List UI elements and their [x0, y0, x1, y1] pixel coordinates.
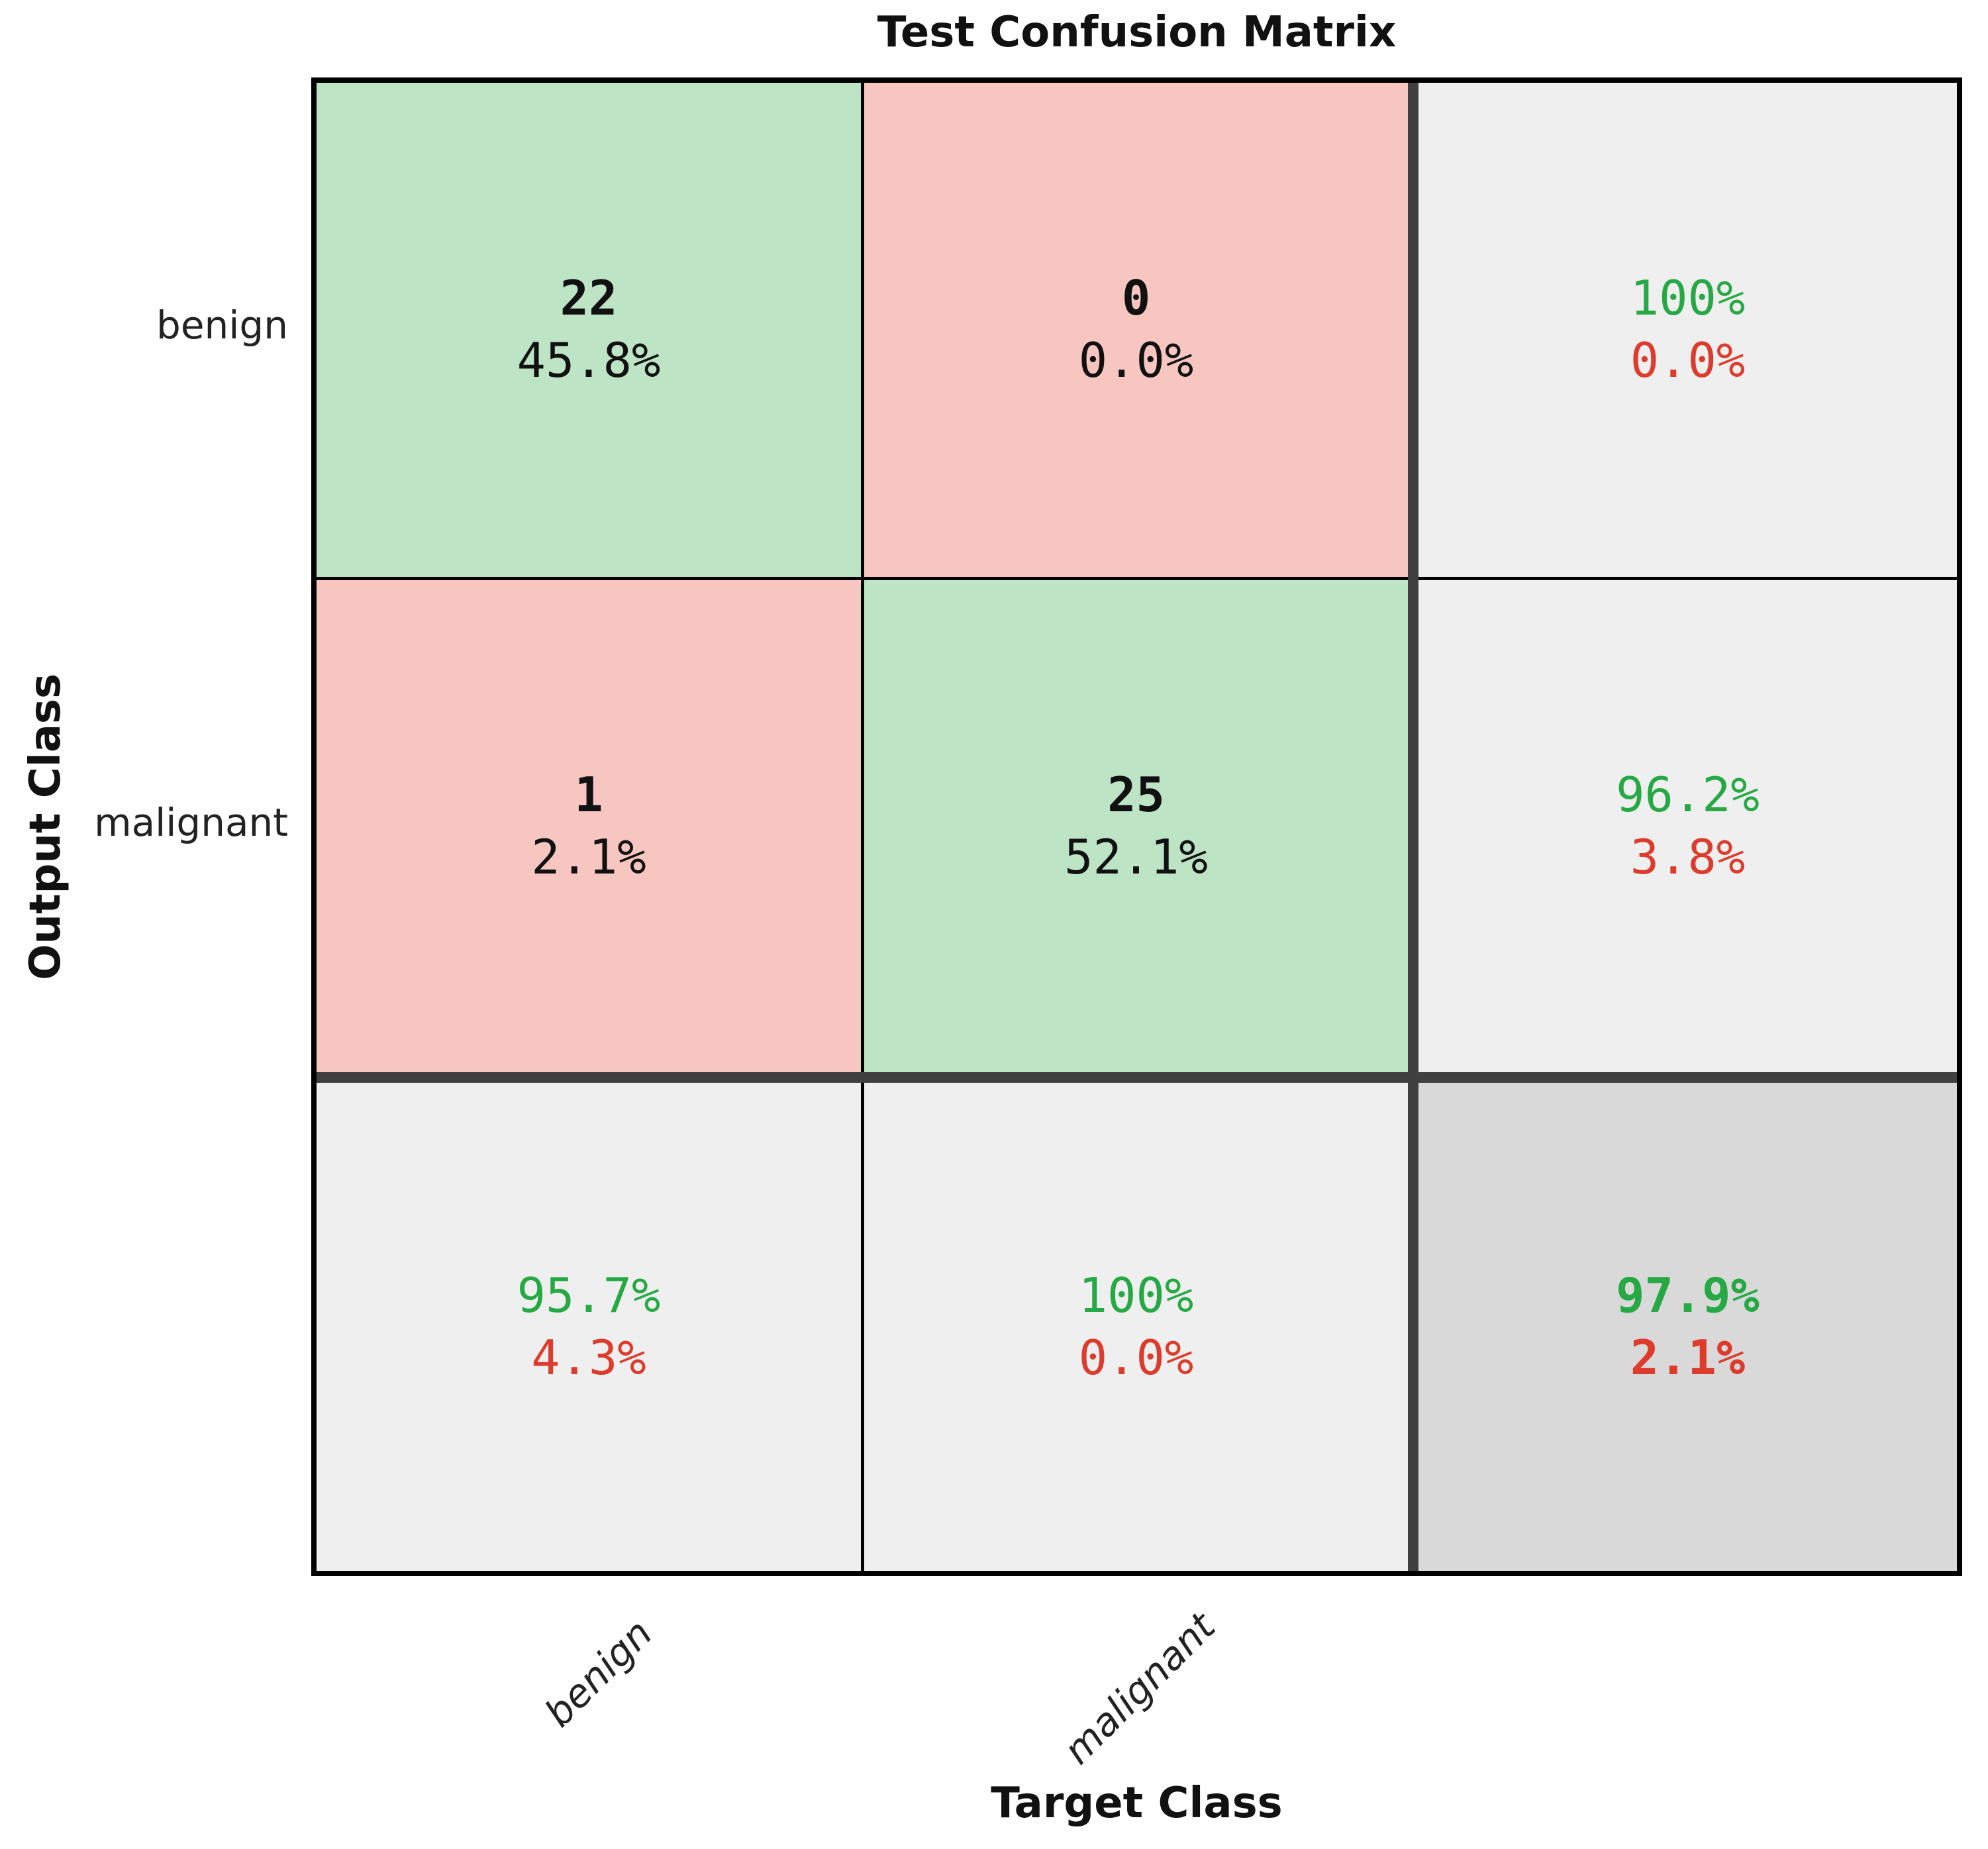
cell-output-benign-target-malignant: 0 0.0% [864, 83, 1408, 577]
x-axis-label: Target Class [991, 1779, 1283, 1828]
cell-count: 25 [1107, 766, 1165, 823]
cell-incorrect-percent: 0.0% [1078, 1329, 1194, 1385]
row-separator [317, 1072, 1957, 1083]
column-separator [1408, 83, 1418, 1571]
cell-correct-percent: 96.2% [1616, 766, 1760, 823]
cell-percent: 0.0% [1078, 332, 1194, 388]
x-tick-label-malignant: malignant [1054, 1604, 1224, 1774]
cell-percent: 45.8% [517, 332, 661, 388]
cell-output-malignant-target-malignant: 25 52.1% [864, 580, 1408, 1072]
cell-row-summary-benign: 100% 0.0% [1418, 83, 1957, 577]
cell-incorrect-percent: 2.1% [1630, 1329, 1746, 1385]
y-tick-label-benign: benign [156, 303, 288, 348]
cell-incorrect-percent: 0.0% [1630, 332, 1746, 388]
cell-correct-percent: 95.7% [517, 1267, 661, 1323]
cell-percent: 2.1% [531, 828, 646, 885]
chart-title: Test Confusion Matrix [877, 8, 1397, 57]
x-tick-label-benign: benign [536, 1611, 662, 1736]
cell-percent: 52.1% [1064, 828, 1208, 885]
cell-count: 0 [1121, 270, 1151, 326]
cell-correct-percent: 100% [1078, 1267, 1194, 1323]
cell-row-summary-malignant: 96.2% 3.8% [1418, 580, 1957, 1072]
y-tick-label-malignant: malignant [94, 800, 288, 845]
cell-correct-percent: 97.9% [1616, 1267, 1760, 1323]
cell-count: 1 [574, 766, 603, 823]
cell-count: 22 [560, 270, 618, 326]
matrix-grid: 22 45.8% 0 0.0% 100% 0.0% 1 2.1% 25 52.1… [311, 77, 1962, 1576]
cell-incorrect-percent: 3.8% [1630, 828, 1746, 885]
cell-incorrect-percent: 4.3% [531, 1329, 646, 1385]
cell-output-benign-target-benign: 22 45.8% [317, 83, 861, 577]
cell-col-summary-malignant: 100% 0.0% [864, 1083, 1408, 1571]
cell-overall-accuracy: 97.9% 2.1% [1418, 1083, 1957, 1571]
cell-output-malignant-target-benign: 1 2.1% [317, 580, 861, 1072]
cell-correct-percent: 100% [1630, 270, 1746, 326]
cell-col-summary-benign: 95.7% 4.3% [317, 1083, 861, 1571]
